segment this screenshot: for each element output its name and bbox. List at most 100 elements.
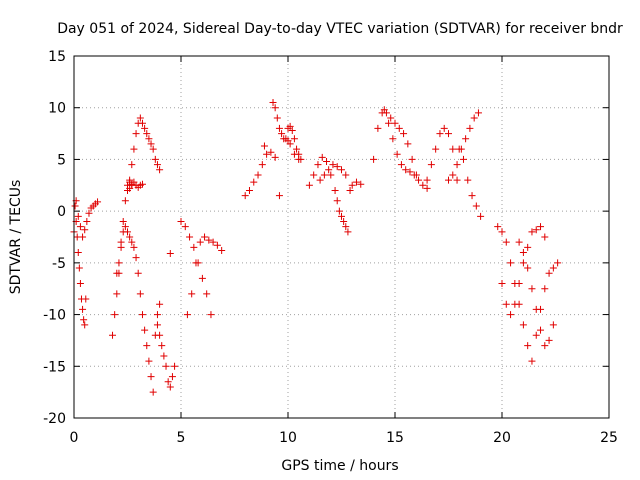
data-point [387,114,395,122]
data-point [275,192,283,200]
data-point [76,223,84,231]
series-arc-07 [153,321,179,391]
data-point [449,145,457,153]
data-point [507,311,515,319]
x-tick-label: 20 [493,430,511,446]
data-point [177,217,185,225]
data-point [147,373,155,381]
data-point [209,238,217,246]
series-arc-08 [166,250,174,258]
data-point [160,352,168,360]
data-point [459,155,467,163]
data-point [537,326,545,334]
data-point [370,155,378,163]
data-point [474,109,482,117]
data-point [314,161,322,169]
axis-ticks [73,55,610,419]
data-point [440,124,448,132]
data-point [136,114,144,122]
series-arc-21 [423,124,461,184]
data-point [79,305,87,313]
data-point [519,259,527,267]
data-point [275,124,283,132]
data-point [445,130,452,138]
data-point [278,130,286,138]
data-point [316,176,324,184]
data-point [385,119,393,127]
series-arc-01 [70,197,102,241]
data-point [269,99,277,107]
data-point [502,238,510,246]
data-point [83,217,91,225]
x-tick-label: 10 [279,430,297,446]
data-point [166,383,174,391]
y-tick-label: -20 [43,411,66,427]
series-arc-10 [183,233,226,319]
data-point [477,212,485,220]
data-point [406,168,414,176]
data-point [541,342,549,350]
series-arc-15 [305,153,335,189]
series-arc-20 [380,106,431,192]
y-tick-label: 5 [57,152,66,168]
data-point [515,280,523,288]
data-point [290,135,298,143]
y-tick-label: -10 [43,308,66,324]
data-point [338,166,345,174]
x-tick-label: 5 [177,430,186,446]
data-point [464,176,472,184]
y-tick-labels: -20 -15 -10 -5 0 5 10 15 [43,49,66,427]
data-point [213,241,221,249]
data-point [132,130,140,138]
data-point [472,202,480,210]
data-point [380,106,388,114]
data-point [218,246,226,254]
data-point [404,140,412,148]
data-point [136,290,144,298]
series-arc-14 [284,122,305,163]
data-point [121,223,129,231]
series-arc-05 [126,114,164,184]
series-arc-27 [524,259,562,365]
data-point [432,145,440,153]
data-point [126,233,134,241]
data-point [455,145,463,153]
data-point [147,140,155,148]
data-point [153,321,161,329]
data-point [188,290,196,298]
data-point [507,259,515,267]
data-point [273,114,281,122]
data-point [196,238,204,246]
data-point [124,228,131,236]
data-point [528,228,536,236]
data-point [305,181,313,189]
data-point [511,300,519,308]
data-point [323,157,331,165]
data-point [524,342,532,350]
data-point [156,331,164,339]
data-point [115,259,123,267]
data-point [318,153,326,161]
data-point [181,223,189,231]
data-point [205,236,213,244]
data-point [423,176,431,184]
grid-lines [74,56,609,418]
data-point [453,176,461,184]
data-point [198,274,206,282]
data-point [519,321,527,329]
data-point [541,285,549,293]
data-point [419,181,427,189]
series-arc-22 [445,109,482,184]
data-point [462,135,470,143]
data-point [445,176,452,184]
data-point [286,140,294,148]
data-point [254,171,262,179]
data-point [338,212,345,220]
y-axis-label: SDTVAR / TECUs [8,180,24,295]
data-point [528,357,536,365]
data-point [340,217,348,225]
data-point [554,259,562,267]
data-point [408,155,416,163]
data-point [352,178,360,186]
data-point [331,186,339,194]
